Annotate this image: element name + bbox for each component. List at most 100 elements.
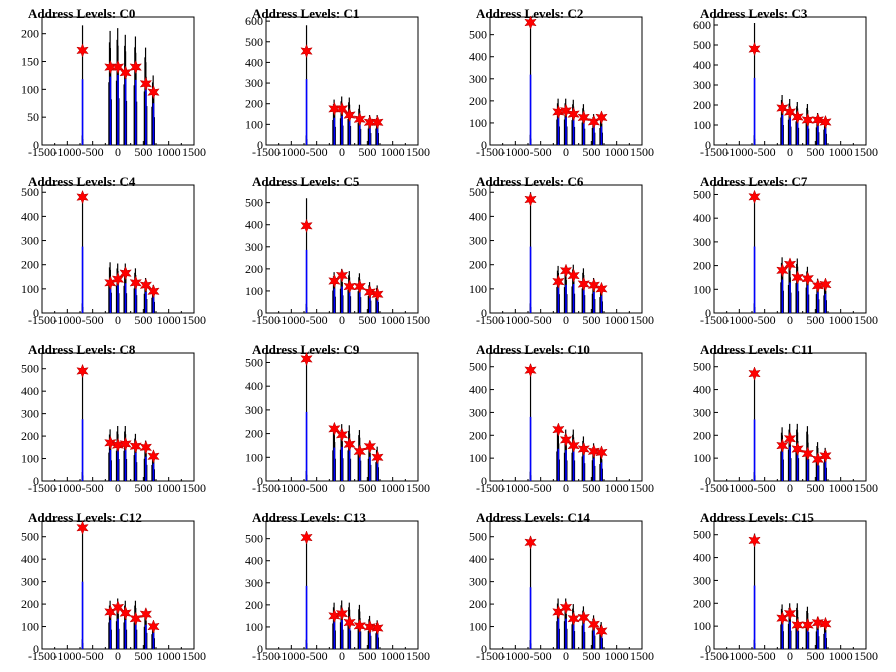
x-tick-label: 1500 bbox=[630, 313, 654, 327]
peak-marker bbox=[587, 617, 601, 632]
x-tick-label: -1500 bbox=[252, 649, 280, 663]
peak-marker bbox=[783, 104, 797, 120]
peak-marker bbox=[567, 611, 580, 626]
x-tick-label: -1500 bbox=[700, 649, 728, 663]
y-tick-label: 300 bbox=[469, 72, 487, 86]
x-tick-label: 1500 bbox=[854, 145, 878, 159]
peak-marker bbox=[783, 606, 797, 621]
x-tick-label: -1000 bbox=[725, 649, 753, 663]
chart-plot: 0 100 200 300 400 500 -1500-1000 -500 0 500 1000 15… bbox=[21, 184, 206, 327]
y-tick-label: 50 bbox=[27, 110, 39, 124]
x-tick-label: 1500 bbox=[182, 481, 206, 495]
x-tick-label: 500 bbox=[134, 313, 152, 327]
x-tick-label: 500 bbox=[358, 649, 376, 663]
peak-marker bbox=[353, 111, 366, 127]
x-tick-label: 1000 bbox=[381, 313, 405, 327]
y-tick-label: 400 bbox=[469, 552, 487, 566]
x-tick-label: 500 bbox=[806, 481, 824, 495]
x-tick-label: 1000 bbox=[157, 649, 181, 663]
x-tick-label: -500 bbox=[530, 481, 552, 495]
x-tick-label: 500 bbox=[806, 145, 824, 159]
y-tick-label: 400 bbox=[245, 55, 263, 69]
x-tick-label: 500 bbox=[582, 481, 600, 495]
y-tick-label: 500 bbox=[245, 355, 263, 369]
peak-marker bbox=[371, 620, 384, 636]
chart-panel-c2: Address Levels: C2 0 100 200 300 400 500 -1500-… bbox=[448, 0, 672, 168]
x-tick-label: -500 bbox=[306, 481, 328, 495]
y-tick-label: 0 bbox=[481, 138, 487, 152]
peak-marker bbox=[776, 100, 789, 116]
x-tick-label: -1500 bbox=[476, 313, 504, 327]
peak-marker bbox=[335, 427, 349, 442]
y-tick-label: 0 bbox=[257, 306, 263, 320]
y-tick-label: 300 bbox=[245, 240, 263, 254]
y-tick-label: 200 bbox=[693, 98, 711, 112]
y-tick-label: 100 bbox=[21, 620, 39, 634]
y-tick-label: 600 bbox=[245, 14, 263, 28]
x-tick-label: -500 bbox=[82, 145, 104, 159]
y-tick-label: 100 bbox=[469, 620, 487, 634]
x-tick-label: -1500 bbox=[252, 145, 280, 159]
peak-marker bbox=[791, 441, 804, 457]
y-tick-label: 400 bbox=[693, 383, 711, 397]
peak-marker bbox=[104, 604, 117, 620]
y-tick-label: 200 bbox=[469, 94, 487, 108]
peak-marker bbox=[524, 362, 537, 378]
y-tick-label: 500 bbox=[469, 185, 487, 199]
x-tick-label: 1000 bbox=[381, 649, 405, 663]
peak-marker bbox=[801, 617, 814, 633]
y-tick-label: 400 bbox=[21, 384, 39, 398]
peak-marker bbox=[801, 271, 814, 286]
y-tick-label: 100 bbox=[693, 118, 711, 132]
y-tick-label: 0 bbox=[705, 138, 711, 152]
y-tick-label: 100 bbox=[245, 117, 263, 131]
y-tick-label: 100 bbox=[245, 620, 263, 634]
chart-plot: 0 100 200 300 400 500 600 -1500-1000 -500 0 500 100… bbox=[693, 16, 878, 159]
x-tick-label: 1000 bbox=[381, 145, 405, 159]
y-tick-label: 200 bbox=[469, 597, 487, 611]
x-tick-label: 1000 bbox=[829, 649, 853, 663]
y-tick-label: 100 bbox=[469, 116, 487, 130]
x-tick-label: -1000 bbox=[53, 649, 81, 663]
peak-marker bbox=[76, 363, 89, 379]
y-tick-label: 0 bbox=[33, 474, 39, 488]
peak-marker bbox=[104, 59, 117, 75]
x-tick-label: 1500 bbox=[182, 649, 206, 663]
y-tick-label: 0 bbox=[481, 306, 487, 320]
x-tick-label: 500 bbox=[358, 313, 376, 327]
peak-marker bbox=[577, 110, 590, 125]
y-tick-label: 100 bbox=[469, 282, 487, 296]
chart-panel-c1: Address Levels: C1 0 100 200 300 400 500 600 -15… bbox=[224, 0, 448, 168]
peak-marker bbox=[363, 619, 377, 635]
y-tick-label: 300 bbox=[21, 234, 39, 248]
peak-marker bbox=[371, 115, 384, 130]
x-tick-label: -500 bbox=[82, 649, 104, 663]
chart-plot: 0 100 200 300 400 500 -1500-1000 -500 0 500 1000 15… bbox=[693, 352, 878, 495]
x-tick-label: 0 bbox=[563, 481, 569, 495]
y-tick-label: 100 bbox=[469, 451, 487, 465]
peak-marker bbox=[783, 431, 797, 446]
y-tick-label: 200 bbox=[245, 97, 263, 111]
peak-marker bbox=[577, 276, 590, 292]
x-tick-label: 1000 bbox=[157, 313, 181, 327]
chart-panel-c15: Address Levels: C15 0 100 200 300 400 500 -1500… bbox=[672, 504, 896, 672]
chart-panel-c11: Address Levels: C11 0 100 200 300 400 500 -1500… bbox=[672, 336, 896, 504]
y-tick-label: 100 bbox=[245, 284, 263, 298]
x-tick-label: 0 bbox=[787, 481, 793, 495]
x-tick-label: -1500 bbox=[700, 481, 728, 495]
y-tick-label: 200 bbox=[245, 427, 263, 441]
peak-marker bbox=[300, 43, 313, 59]
chart-plot: 0 50 100 150 200 -1500-1000 -500 0 500 1000 1500 bbox=[21, 16, 206, 159]
chart-panel-c13: Address Levels: C13 0 100 200 300 400 500 -1500… bbox=[224, 504, 448, 672]
peak-marker bbox=[104, 435, 117, 451]
y-tick-label: 400 bbox=[469, 383, 487, 397]
peak-marker bbox=[819, 277, 832, 292]
y-tick-label: 200 bbox=[245, 262, 263, 276]
peak-marker bbox=[811, 615, 825, 630]
peak-marker bbox=[328, 421, 341, 437]
y-tick-label: 500 bbox=[245, 35, 263, 49]
peak-marker bbox=[801, 446, 814, 461]
chart-panel-c3: Address Levels: C3 0 100 200 300 400 500 600 -15… bbox=[672, 0, 896, 168]
x-tick-label: 1500 bbox=[182, 145, 206, 159]
